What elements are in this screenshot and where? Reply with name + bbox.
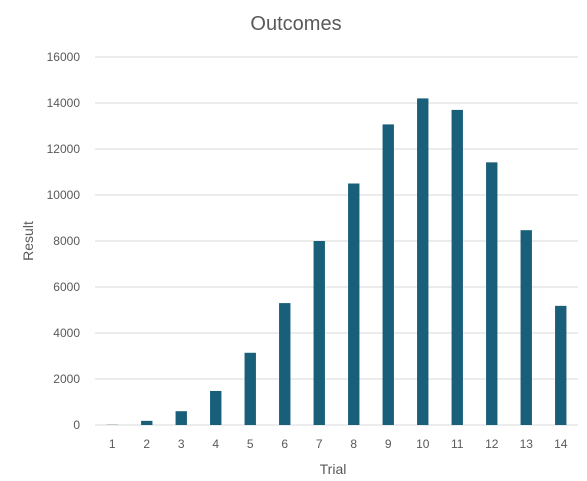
x-tick-label: 6 — [281, 437, 288, 451]
y-axis-ticks: 0 2000 4000 6000 8000 10000 12000 14000 16000 — [47, 50, 81, 432]
bar — [244, 352, 256, 425]
y-tick-label: 16000 — [47, 50, 81, 64]
bar — [175, 411, 187, 425]
y-tick-label: 4000 — [53, 326, 80, 340]
bar — [451, 109, 463, 426]
x-tick-label: 4 — [212, 437, 219, 451]
x-tick-label: 2 — [143, 437, 150, 451]
y-tick-label: 8000 — [53, 234, 80, 248]
bar — [486, 162, 498, 425]
x-tick-label: 3 — [178, 437, 185, 451]
gridlines — [95, 56, 578, 426]
y-tick-label: 0 — [73, 418, 80, 432]
bar — [313, 241, 325, 425]
x-tick-label: 14 — [554, 437, 568, 451]
bar — [348, 183, 360, 425]
x-tick-label: 5 — [247, 437, 254, 451]
bar — [279, 303, 291, 425]
x-axis-ticks: 1 2 3 4 5 6 7 8 9 10 11 12 13 14 — [109, 437, 568, 451]
bar — [382, 124, 394, 425]
y-tick-label: 14000 — [47, 96, 81, 110]
bar — [210, 390, 222, 425]
x-tick-label: 12 — [485, 437, 499, 451]
x-tick-label: 9 — [385, 437, 392, 451]
bars — [106, 98, 567, 426]
y-tick-label: 10000 — [47, 188, 81, 202]
x-tick-label: 7 — [316, 437, 323, 451]
chart-title: Outcomes — [250, 13, 341, 35]
x-axis-label: Trial — [320, 461, 347, 477]
x-tick-label: 13 — [520, 437, 534, 451]
x-tick-label: 8 — [350, 437, 357, 451]
x-tick-label: 10 — [416, 437, 430, 451]
y-tick-label: 2000 — [53, 372, 80, 386]
bar — [555, 305, 567, 425]
x-tick-label: 1 — [109, 437, 116, 451]
bar — [141, 420, 153, 425]
y-axis-label: Result — [20, 221, 36, 261]
y-tick-label: 6000 — [53, 280, 80, 294]
bar — [417, 98, 429, 426]
bar — [520, 230, 532, 425]
y-tick-label: 12000 — [47, 142, 81, 156]
x-tick-label: 11 — [451, 437, 464, 451]
